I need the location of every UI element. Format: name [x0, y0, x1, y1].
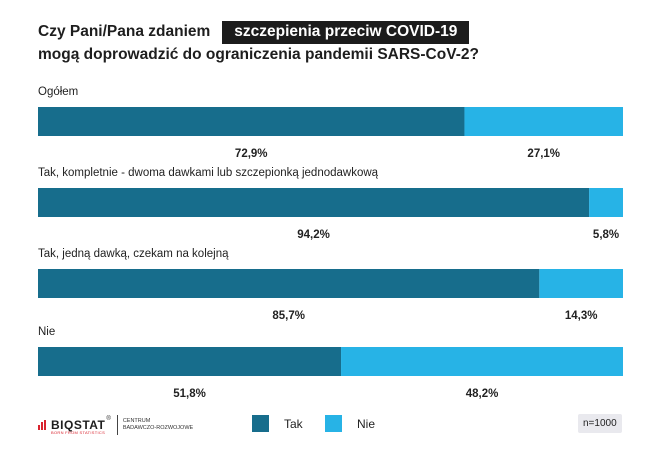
data-label-nie: 48,2%: [466, 388, 499, 400]
logo-tagline: BORN FROM STATISTICS: [51, 430, 106, 435]
data-label-nie: 5,8%: [593, 229, 619, 241]
legend-item-tak: Tak: [252, 415, 303, 432]
logo-registered: ®: [106, 416, 111, 422]
biostat-logo: BIQSTAT® BORN FROM STATISTICS CENTRUM BA…: [38, 415, 193, 435]
logo-bars-icon: [38, 420, 48, 430]
category-label: Nie: [38, 326, 55, 338]
title-prefix: Czy Pani/Pana zdaniem: [38, 23, 211, 40]
data-label-nie: 27,1%: [527, 148, 560, 160]
stacked-bar-chart: Ogółem 72,9% 27,1% Tak, kompletnie - dwoma …: [38, 86, 623, 400]
bar-segment-tak: [38, 269, 540, 298]
category-label: Tak, jedną dawką, czekam na kolejną: [38, 248, 229, 260]
chart-title-line-1: Czy Pani/Pana zdaniem szczepienia przeciw…: [38, 21, 470, 44]
chart-title-line-2: mogą doprowadzić do ograniczenia pandemi…: [38, 46, 479, 63]
logo-desc-line-2: BADAWCZO-ROZWOJOWE: [122, 425, 194, 431]
bar-segment-tak: [38, 347, 342, 376]
legend-item-nie: Nie: [325, 415, 375, 432]
legend-label-nie: Nie: [357, 416, 376, 431]
bar-segment-tak: [38, 188, 590, 217]
bar-segment-tak: [38, 107, 465, 136]
logo-name: BIQSTAT: [51, 418, 106, 432]
footer: BIQSTAT® BORN FROM STATISTICS CENTRUM BA…: [0, 405, 655, 445]
data-label-tak: 94,2%: [297, 229, 330, 241]
legend-label-tak: Tak: [284, 416, 303, 431]
logo-desc-line-1: CENTRUM: [122, 418, 151, 424]
sample-size-badge: n=1000: [578, 414, 622, 433]
logo-divider: [116, 415, 118, 435]
bar-segment-nie: [539, 269, 623, 298]
bar-segment-nie: [464, 107, 623, 136]
logo-description: CENTRUM BADAWCZO-ROZWOJOWE: [123, 418, 193, 432]
legend-swatch-tak: [252, 415, 269, 432]
bar-segment-nie: [589, 188, 623, 217]
data-label-tak: 72,9%: [235, 148, 268, 160]
data-label-nie: 14,3%: [565, 310, 598, 322]
bar-segment-nie: [341, 347, 623, 376]
title-highlight: szczepienia przeciw COVID-19: [222, 21, 470, 44]
data-label-tak: 51,8%: [173, 388, 206, 400]
legend-swatch-nie: [325, 415, 342, 432]
category-label: Ogółem: [38, 86, 78, 98]
data-label-tak: 85,7%: [272, 310, 305, 322]
category-label: Tak, kompletnie - dwoma dawkami lub szcz…: [38, 167, 379, 179]
